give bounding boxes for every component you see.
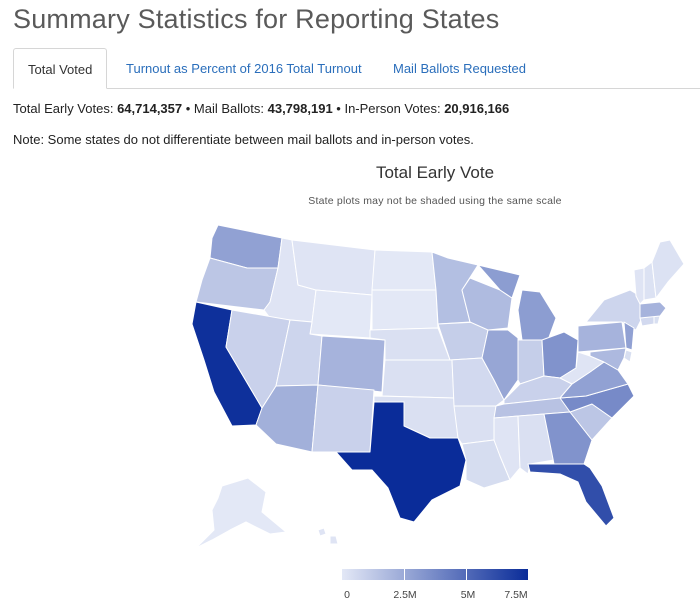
state-ar[interactable] [453,405,497,445]
legend-tick [466,569,467,580]
in-person-label: • In-Person Votes: [332,101,445,116]
state-ks[interactable] [381,359,455,399]
state-mt[interactable] [291,239,376,296]
legend-tick [404,569,405,580]
state-ri[interactable] [653,315,661,325]
state-nj[interactable] [623,321,635,351]
tab-mail-ballots-requested[interactable]: Mail Ballots Requested [393,61,526,76]
state-me[interactable] [651,239,685,299]
mail-ballots-label: • Mail Ballots: [182,101,268,116]
note-text: Note: Some states do not differentiate b… [13,132,474,147]
state-ma[interactable] [639,301,667,319]
state-ak[interactable] [195,477,287,549]
map-title: Total Early Vote [375,163,495,182]
tab-bar: Total Voted Turnout as Percent of 2016 T… [13,48,700,89]
page-title: Summary Statistics for Reporting States [13,4,500,34]
legend-label-7-5m: 7.5M [504,589,528,601]
state-nm[interactable] [311,384,375,453]
map-subtitle: State plots may not be shaded using the … [308,195,562,207]
state-vt[interactable] [633,267,645,305]
state-md[interactable] [589,347,627,371]
legend-label-5m: 5M [460,589,476,601]
legend-label-2-5m: 2.5M [393,589,417,601]
early-votes-value: 64,714,357 [117,101,183,116]
early-votes-label: Total Early Votes: [13,101,118,116]
mail-ballots-value: 43,798,191 [267,101,333,116]
state-nd[interactable] [371,249,437,291]
state-fl[interactable] [527,463,615,527]
state-hi[interactable] [317,527,339,545]
map-legend [342,569,530,581]
state-il[interactable] [481,329,519,401]
in-person-value: 20,916,166 [444,101,510,116]
state-tx[interactable] [335,401,467,523]
state-co[interactable] [317,335,386,393]
tab-turnout-percent[interactable]: Turnout as Percent of 2016 Total Turnout [126,61,362,76]
state-wy[interactable] [309,289,373,339]
state-sd[interactable] [371,289,439,331]
summary-line: Total Early Votes: 64,714,357 • Mail Bal… [13,101,509,116]
tab-total-voted[interactable]: Total Voted [13,48,108,89]
legend-color-bar [342,569,528,580]
state-pa[interactable] [577,321,627,353]
legend-label-0: 0 [344,589,350,601]
